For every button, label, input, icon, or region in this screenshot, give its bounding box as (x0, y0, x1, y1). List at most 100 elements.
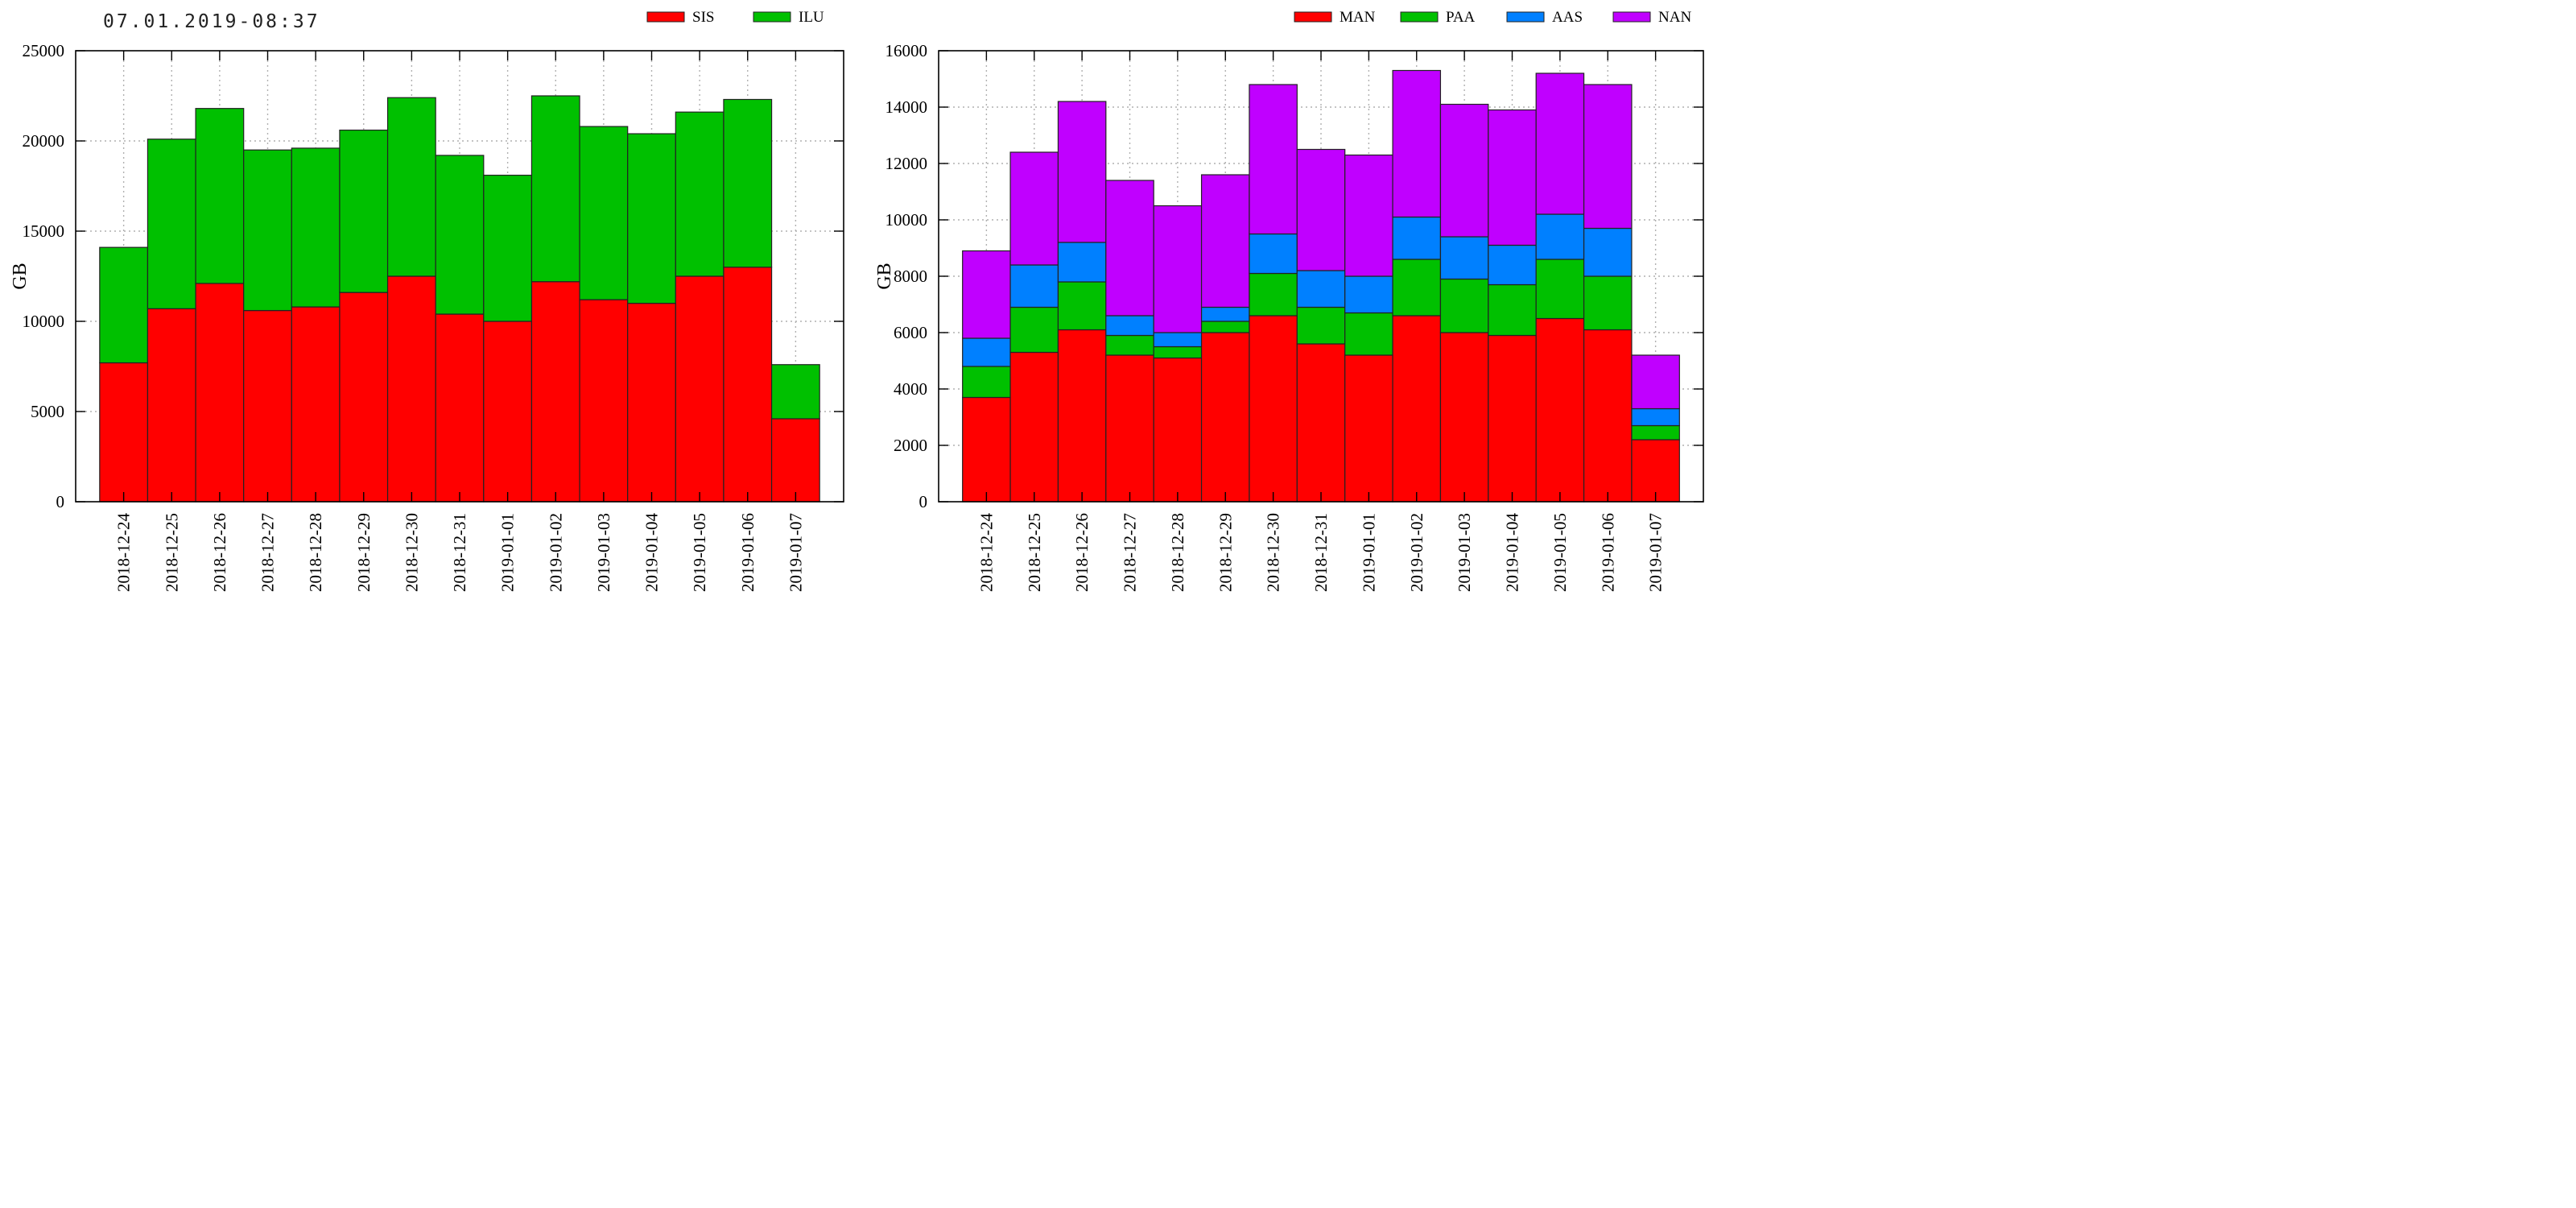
bar-sis-2018-12-29 (339, 292, 389, 503)
x-tick-label: 2018-12-24 (976, 513, 996, 592)
x-tick-label: 2019-01-06 (1598, 513, 1617, 592)
bar-paa-2018-12-29 (1200, 321, 1250, 333)
x-tick-label: 2019-01-04 (642, 513, 662, 592)
bar-ilu-2018-12-26 (195, 108, 245, 284)
bar-aas-2018-12-30 (1249, 233, 1298, 275)
bar-ilu-2018-12-27 (243, 149, 292, 312)
bar-aas-2018-12-29 (1200, 306, 1250, 322)
x-tick-label: 2018-12-24 (114, 513, 134, 592)
bar-man-2018-12-24 (962, 396, 1011, 503)
bar-aas-2018-12-27 (1105, 315, 1154, 337)
bar-nan-2019-01-04 (1488, 109, 1537, 246)
y-tick-label: 20000 (23, 131, 65, 151)
bar-ilu-2019-01-03 (579, 126, 629, 300)
bar-ilu-2019-01-01 (483, 174, 533, 322)
bar-man-2019-01-06 (1583, 329, 1633, 503)
bar-ilu-2018-12-25 (147, 139, 196, 309)
bar-man-2019-01-01 (1344, 354, 1393, 503)
bar-man-2018-12-31 (1296, 343, 1346, 503)
bar-sis-2019-01-06 (723, 267, 773, 503)
bar-man-2019-01-05 (1535, 317, 1585, 503)
timestamp: 07.01.2019-08:37 (103, 11, 320, 32)
x-tick-label: 2018-12-31 (1311, 513, 1331, 592)
legend-swatch-ilu (753, 11, 791, 23)
bar-sis-2019-01-02 (530, 281, 580, 503)
x-tick-label: 2018-12-26 (1072, 513, 1092, 592)
x-tick-label: 2018-12-27 (1121, 513, 1140, 592)
bar-nan-2018-12-29 (1200, 174, 1250, 308)
bar-sis-2019-01-04 (627, 303, 676, 503)
bar-aas-2019-01-01 (1344, 275, 1393, 314)
legend-label-ilu: ILU (799, 9, 824, 26)
legend-swatch-aas (1506, 11, 1545, 23)
bar-paa-2018-12-28 (1153, 345, 1203, 359)
bar-nan-2018-12-25 (1009, 151, 1059, 266)
y-tick-label: 6000 (894, 323, 927, 342)
bar-sis-2018-12-27 (243, 309, 292, 503)
bar-man-2018-12-30 (1249, 315, 1298, 503)
y-tick-label: 4000 (894, 379, 927, 399)
bar-sis-2018-12-26 (195, 283, 245, 503)
bar-man-2018-12-27 (1105, 354, 1154, 503)
bar-aas-2018-12-31 (1296, 270, 1346, 308)
bar-nan-2018-12-26 (1057, 101, 1107, 243)
x-tick-label: 2019-01-03 (1455, 513, 1474, 592)
legend-label-man: MAN (1340, 9, 1376, 26)
bar-sis-2018-12-25 (147, 308, 196, 503)
x-tick-label: 2019-01-01 (1359, 513, 1378, 592)
bar-nan-2019-01-01 (1344, 154, 1393, 277)
bar-sis-2019-01-01 (483, 321, 533, 503)
bar-aas-2019-01-02 (1392, 216, 1442, 260)
x-tick-label: 2019-01-01 (498, 513, 518, 592)
bar-ilu-2018-12-28 (291, 147, 341, 308)
bar-nan-2019-01-03 (1439, 103, 1489, 238)
bar-sis-2018-12-31 (435, 313, 485, 503)
y-tick-label: 14000 (886, 97, 928, 117)
x-tick-label: 2018-12-25 (162, 513, 181, 592)
chart-sis-ilu: 0 5000 10000 15000 20000 25000 2018-12-24 2018-… (10, 9, 844, 592)
bar-paa-2019-01-02 (1392, 259, 1442, 316)
x-tick-label: 2018-12-25 (1025, 513, 1044, 592)
bar-nan-2019-01-02 (1392, 69, 1442, 218)
bar-paa-2018-12-27 (1105, 334, 1154, 356)
x-tick-label: 2019-01-03 (594, 513, 613, 592)
y-tick-label: 0 (919, 492, 928, 511)
bar-sis-2019-01-07 (770, 418, 820, 503)
x-tick-label: 2018-12-27 (258, 513, 278, 592)
y-tick-label: 2000 (894, 436, 927, 455)
bar-paa-2018-12-31 (1296, 306, 1346, 345)
bar-man-2019-01-03 (1439, 332, 1489, 503)
y-axis-label: GB (10, 263, 31, 289)
bar-nan-2019-01-06 (1583, 84, 1633, 230)
bar-nan-2018-12-24 (962, 250, 1011, 339)
legend-label-aas: AAS (1552, 9, 1583, 26)
legend-swatch-sis (646, 11, 685, 23)
bar-paa-2019-01-06 (1583, 275, 1633, 331)
bar-paa-2018-12-30 (1249, 272, 1298, 316)
bar-man-2018-12-28 (1153, 357, 1203, 503)
bar-man-2019-01-04 (1488, 334, 1537, 503)
x-tick-label: 2019-01-06 (738, 513, 758, 592)
y-tick-label: 10000 (886, 210, 928, 230)
x-tick-label: 2019-01-07 (1646, 513, 1666, 592)
y-axis-label: GB (874, 263, 895, 289)
x-tick-label: 2019-01-02 (1407, 513, 1426, 592)
bar-man-2019-01-02 (1392, 315, 1442, 503)
bar-paa-2019-01-03 (1439, 278, 1489, 333)
x-tick-label: 2018-12-29 (354, 513, 374, 592)
bar-aas-2019-01-04 (1488, 244, 1537, 286)
y-tick-label: 16000 (886, 41, 928, 60)
bar-aas-2018-12-28 (1153, 332, 1203, 348)
bar-aas-2019-01-06 (1583, 227, 1633, 277)
bar-ilu-2018-12-24 (99, 246, 149, 364)
y-tick-label: 10000 (23, 312, 65, 331)
y-tick-label: 15000 (23, 221, 65, 241)
legend-swatch-paa (1400, 11, 1439, 23)
x-tick-label: 2018-12-30 (402, 513, 421, 592)
bar-man-2018-12-25 (1009, 351, 1059, 503)
bar-sis-2019-01-05 (675, 275, 724, 503)
bar-ilu-2019-01-04 (627, 133, 676, 304)
bar-paa-2018-12-25 (1009, 306, 1059, 354)
x-tick-label: 2018-12-29 (1216, 513, 1235, 592)
